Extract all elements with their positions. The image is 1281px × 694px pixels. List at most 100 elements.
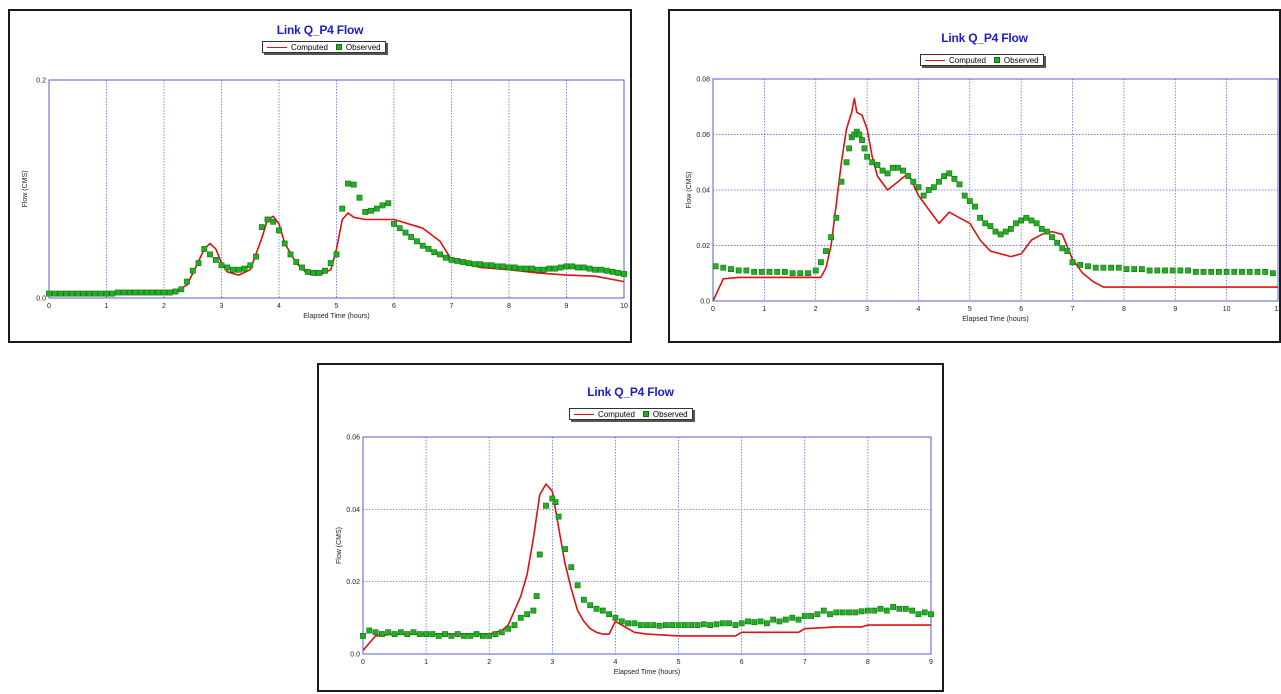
x-tick-label: 4 [613, 659, 617, 666]
observed-point [606, 611, 612, 618]
observed-point [956, 181, 963, 188]
x-tick-label: 3 [550, 659, 554, 666]
y-tick-label: 0.04 [696, 188, 710, 195]
observed-point [1162, 267, 1168, 274]
observed-point [977, 214, 983, 221]
observed-point [946, 170, 953, 177]
observed-point [299, 264, 305, 271]
observed-point [890, 604, 896, 610]
chart-legend-1: Computed Observed [262, 41, 386, 53]
observed-point [735, 267, 742, 274]
observed-point [132, 289, 139, 296]
x-tick-label: 0 [711, 306, 715, 313]
observed-point [997, 231, 1004, 238]
observed-point [536, 551, 543, 558]
observed-point [86, 290, 93, 297]
observed-point [448, 632, 455, 639]
observed-point [293, 259, 300, 265]
observed-point [339, 205, 346, 212]
observed-point [431, 249, 438, 256]
observed-point [1215, 268, 1222, 275]
observed-point [398, 629, 404, 636]
observed-legend-swatch [642, 411, 649, 417]
observed-point [161, 289, 167, 296]
observed-point [846, 145, 852, 152]
observed-point [281, 240, 288, 247]
observed-point [241, 265, 248, 272]
observed-point [869, 159, 876, 166]
x-tick-label: 5 [968, 306, 972, 313]
observed-point [833, 214, 840, 221]
observed-point [322, 267, 328, 274]
observed-point [523, 265, 530, 272]
observed-point [492, 631, 499, 637]
observed-point [1108, 264, 1114, 271]
observed-point [138, 289, 144, 296]
observed-point [864, 607, 871, 614]
observed-point [812, 267, 819, 274]
observed-point [109, 290, 116, 297]
observed-point [540, 266, 547, 273]
observed-point [719, 620, 726, 627]
legend-label-computed: Computed [949, 55, 986, 65]
observed-point [1254, 268, 1261, 275]
observed-point [662, 622, 669, 628]
observed-point [530, 607, 537, 614]
observed-point [310, 269, 317, 276]
observed-point [982, 220, 989, 227]
observed-point [1013, 220, 1019, 227]
observed-point [883, 607, 890, 614]
observed-point [524, 611, 530, 618]
observed-point [795, 616, 802, 623]
observed-point [120, 289, 127, 296]
observed-point [454, 631, 461, 637]
observed-point [562, 546, 568, 552]
observed-point [987, 223, 994, 229]
observed-point [425, 246, 432, 252]
observed-point [909, 607, 915, 614]
observed-point [743, 267, 750, 274]
observed-point [529, 265, 535, 272]
observed-point [378, 631, 385, 637]
observed-point [345, 180, 351, 187]
observed-point [992, 228, 999, 235]
observed-point [575, 264, 581, 271]
observed-point [385, 200, 392, 207]
observed-point [782, 268, 788, 275]
observed-point [419, 242, 426, 249]
observed-point [391, 221, 397, 227]
observed-point [74, 290, 81, 297]
observed-point [1138, 266, 1145, 272]
observed-point [700, 621, 707, 628]
x-tick-label: 10 [1223, 306, 1231, 313]
observed-point [814, 611, 821, 618]
observed-point [552, 265, 558, 272]
observed-point [712, 263, 719, 270]
observed-point [404, 631, 411, 637]
observed-point [612, 614, 619, 621]
observed-point [230, 266, 236, 273]
observed-point [1100, 264, 1107, 271]
observed-point [69, 290, 75, 297]
legend-label-observed: Observed [345, 42, 381, 52]
y-tick-label: 0.0 [36, 296, 46, 303]
observed-point [103, 290, 110, 297]
observed-point [905, 173, 912, 179]
observed-point [195, 260, 202, 266]
y-tick-label: 0.08 [696, 77, 710, 84]
legend-label-observed: Observed [652, 409, 688, 419]
plot-area [362, 436, 932, 655]
observed-point [770, 616, 777, 623]
observed-point [549, 495, 556, 502]
observed-point [838, 178, 845, 185]
observed-point [625, 620, 631, 627]
observed-point [442, 631, 448, 637]
observed-point [235, 266, 242, 273]
observed-point [473, 631, 480, 637]
observed-point [1038, 226, 1045, 232]
observed-legend-swatch [993, 57, 1000, 63]
observed-point [207, 251, 213, 258]
observed-point [1185, 267, 1191, 274]
observed-point [889, 164, 896, 171]
observed-point [287, 251, 294, 258]
